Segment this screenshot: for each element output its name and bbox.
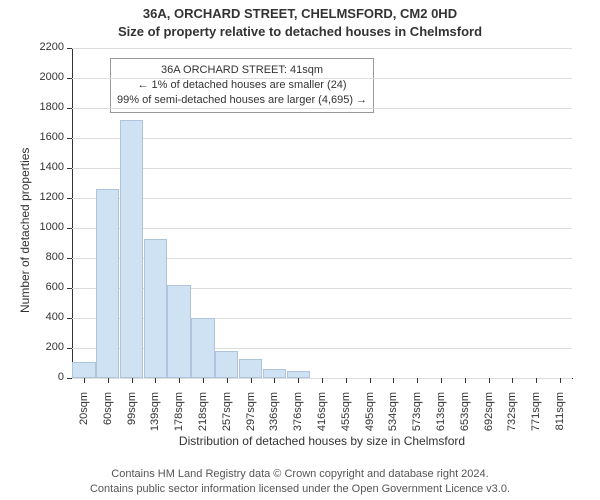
y-tick (67, 378, 72, 379)
x-tick (322, 378, 323, 383)
x-tick (489, 378, 490, 383)
y-gridline (72, 198, 572, 199)
footer-attribution: Contains HM Land Registry data © Crown c… (0, 467, 600, 496)
y-tick-label: 600 (0, 281, 64, 293)
y-tick (67, 198, 72, 199)
info-line-larger: 99% of semi-detached houses are larger (… (117, 93, 367, 108)
x-tick-label: 178sqm (173, 392, 185, 442)
x-tick-label: 732sqm (506, 392, 518, 442)
histogram-bar (144, 239, 167, 379)
y-tick-label: 2200 (0, 41, 64, 53)
footer-line-1: Contains HM Land Registry data © Crown c… (0, 467, 600, 481)
x-tick (465, 378, 466, 383)
y-tick (67, 258, 72, 259)
y-tick-label: 0 (0, 371, 64, 383)
y-gridline (72, 78, 572, 79)
y-tick (67, 318, 72, 319)
histogram-bar (191, 318, 214, 378)
x-tick-label: 20sqm (78, 392, 90, 442)
x-tick-label: 613sqm (435, 392, 447, 442)
x-tick-label: 297sqm (245, 392, 257, 442)
x-tick-label: 218sqm (197, 392, 209, 442)
chart-subtitle: Size of property relative to detached ho… (0, 24, 600, 39)
x-tick-label: 573sqm (411, 392, 423, 442)
x-tick-label: 811sqm (554, 392, 566, 442)
x-tick (417, 378, 418, 383)
histogram-bar (215, 351, 238, 378)
y-tick (67, 348, 72, 349)
y-tick-label: 200 (0, 341, 64, 353)
x-tick-label: 99sqm (126, 392, 138, 442)
x-tick-label: 257sqm (221, 392, 233, 442)
x-tick-label: 771sqm (530, 392, 542, 442)
y-tick (67, 288, 72, 289)
x-tick (227, 378, 228, 383)
x-tick (274, 378, 275, 383)
y-tick (67, 108, 72, 109)
x-tick (203, 378, 204, 383)
x-tick (536, 378, 537, 383)
footer-line-2: Contains public sector information licen… (0, 482, 600, 496)
page-title: 36A, ORCHARD STREET, CHELMSFORD, CM2 0HD (0, 6, 600, 21)
x-tick (179, 378, 180, 383)
histogram-bar (263, 369, 286, 378)
y-gridline (72, 138, 572, 139)
y-tick-label: 800 (0, 251, 64, 263)
y-gridline (72, 108, 572, 109)
info-line-address: 36A ORCHARD STREET: 41sqm (117, 63, 367, 78)
y-tick-label: 400 (0, 311, 64, 323)
x-tick (393, 378, 394, 383)
y-tick-label: 1800 (0, 101, 64, 113)
x-tick-label: 653sqm (459, 392, 471, 442)
x-tick (370, 378, 371, 383)
x-tick-label: 692sqm (483, 392, 495, 442)
x-tick-label: 139sqm (149, 392, 161, 442)
x-tick (298, 378, 299, 383)
x-tick (108, 378, 109, 383)
info-line-smaller: ← 1% of detached houses are smaller (24) (117, 78, 367, 93)
x-tick (84, 378, 85, 383)
histogram-bar (287, 371, 310, 379)
x-tick (132, 378, 133, 383)
x-tick-label: 60sqm (102, 392, 114, 442)
x-tick (560, 378, 561, 383)
y-tick-label: 1400 (0, 161, 64, 173)
x-tick (346, 378, 347, 383)
y-tick (67, 48, 72, 49)
x-tick-label: 455sqm (340, 392, 352, 442)
x-tick (512, 378, 513, 383)
y-tick (67, 78, 72, 79)
y-tick (67, 138, 72, 139)
x-tick-label: 534sqm (387, 392, 399, 442)
chart-container: 36A, ORCHARD STREET, CHELMSFORD, CM2 0HD… (0, 0, 600, 500)
histogram-bar (120, 120, 143, 378)
x-tick (441, 378, 442, 383)
histogram-bar (96, 189, 119, 378)
y-tick-label: 1200 (0, 191, 64, 203)
histogram-bar (167, 285, 190, 378)
x-tick-label: 495sqm (364, 392, 376, 442)
histogram-bar (239, 359, 262, 379)
y-tick (67, 228, 72, 229)
y-tick-label: 1000 (0, 221, 64, 233)
x-tick-label: 376sqm (292, 392, 304, 442)
x-tick (155, 378, 156, 383)
y-tick (67, 168, 72, 169)
y-gridline (72, 168, 572, 169)
x-tick-label: 336sqm (268, 392, 280, 442)
x-tick (251, 378, 252, 383)
histogram-bar (72, 362, 95, 379)
y-tick-label: 2000 (0, 71, 64, 83)
info-annotation-box: 36A ORCHARD STREET: 41sqm ← 1% of detach… (110, 58, 374, 113)
y-gridline (72, 228, 572, 229)
y-gridline (72, 48, 572, 49)
y-tick-label: 1600 (0, 131, 64, 143)
x-tick-label: 416sqm (316, 392, 328, 442)
